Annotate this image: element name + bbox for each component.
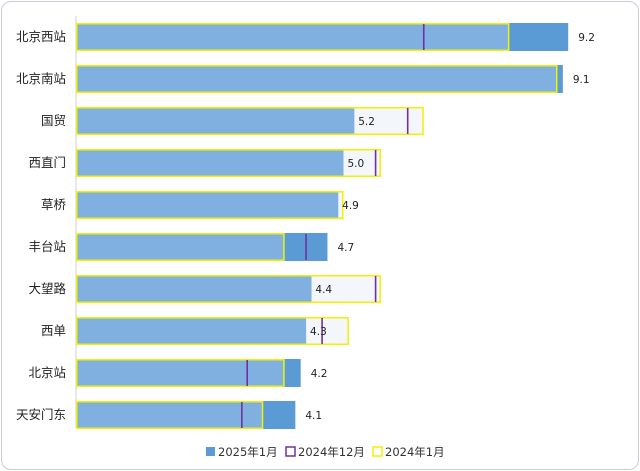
value-label: 5.2: [358, 116, 375, 128]
category-label: 丰台站: [28, 239, 66, 254]
bar-2025-01-inner: [76, 149, 344, 177]
bar-2025-01-inner: [76, 275, 312, 303]
bar-2024-01-outline: [76, 149, 381, 177]
bar-2024-01-outline: [76, 401, 264, 429]
bar-2025-01-inner: [76, 359, 285, 387]
legend-label: 2024年12月: [298, 445, 365, 459]
bar-2024-01-outline: [76, 65, 558, 93]
category-label: 北京西站: [16, 29, 66, 44]
bar-2025-01-inner: [76, 23, 510, 51]
value-label: 5.0: [348, 158, 365, 170]
bar-2024-01-outline: [76, 191, 344, 219]
value-label: 9.2: [578, 32, 595, 44]
legend-label: 2025年1月: [218, 445, 278, 459]
bar-2025-01-inner: [76, 65, 558, 93]
category-label: 天安门东: [16, 407, 66, 422]
category-label: 草桥: [41, 197, 67, 212]
category-label: 西单: [41, 323, 66, 338]
value-label: 4.4: [315, 284, 332, 296]
bar-2025-01-inner: [76, 401, 264, 429]
bar-2024-01-outline: [76, 275, 381, 303]
legend-swatch-2025-01: [206, 447, 215, 456]
legend-swatch-2024-01: [372, 446, 383, 457]
legend-swatch-2024-12: [285, 446, 296, 457]
category-label: 西直门: [28, 155, 66, 170]
bar-2025-01-inner: [76, 317, 307, 345]
value-label: 4.3: [310, 326, 327, 338]
bar-2025-01-inner: [76, 191, 339, 219]
category-label: 北京站: [28, 365, 66, 380]
bar-2024-01-outline: [76, 359, 285, 387]
value-label: 4.1: [305, 410, 322, 422]
bar-2024-01-outline: [76, 233, 285, 261]
value-label: 4.7: [337, 242, 354, 254]
bar-2024-01-outline: [76, 107, 424, 135]
legend-label: 2024年1月: [385, 445, 445, 459]
category-label: 大望路: [28, 281, 66, 296]
bar-2025-01-inner: [76, 233, 285, 261]
value-label: 9.1: [573, 74, 590, 86]
category-label: 国贸: [41, 113, 66, 128]
bar-2024-01-outline: [76, 317, 349, 345]
bar-2024-01-outline: [76, 23, 510, 51]
value-label: 4.9: [342, 200, 359, 212]
value-label: 4.2: [311, 368, 328, 380]
bar-2025-01-inner: [76, 107, 355, 135]
category-label: 北京南站: [16, 71, 66, 86]
